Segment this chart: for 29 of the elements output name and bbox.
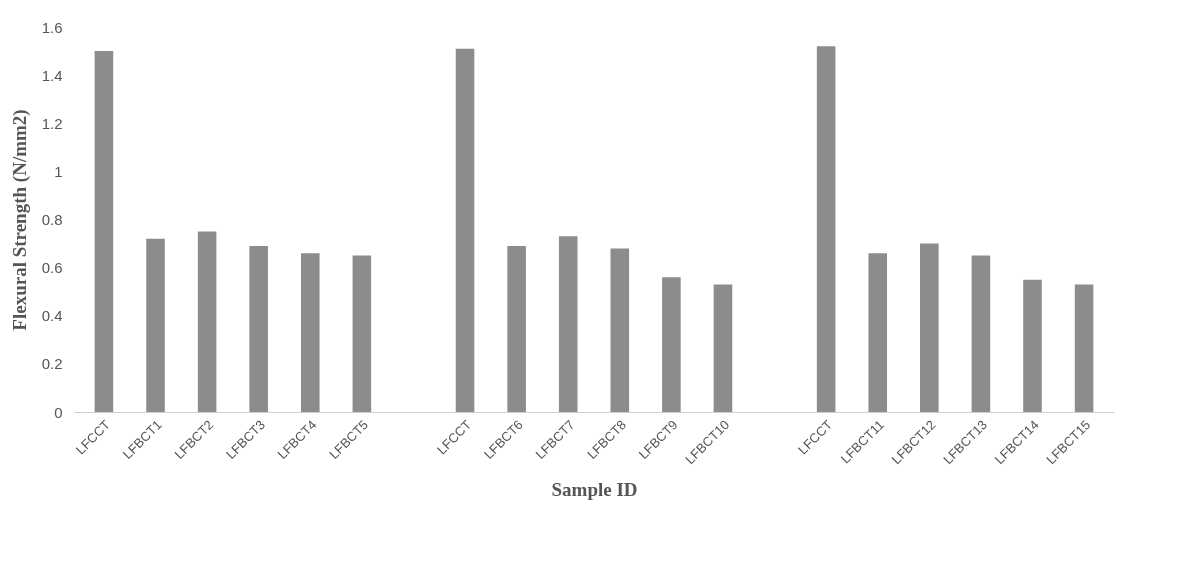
- bar: [1023, 279, 1042, 412]
- bar: [558, 236, 578, 412]
- bar: [868, 253, 888, 412]
- bar: [197, 231, 217, 412]
- y-tick-label: 0: [54, 403, 63, 421]
- bar: [455, 48, 475, 412]
- bar: [507, 245, 526, 412]
- y-tick-label: 1: [54, 162, 63, 180]
- y-tick-label: 1.6: [41, 18, 63, 36]
- y-tick-label: 1.2: [41, 114, 63, 132]
- y-tick-label: 1.4: [41, 66, 63, 84]
- bar: [300, 253, 320, 412]
- y-tick-label: 0.4: [41, 307, 63, 325]
- y-tick-label: 0.8: [41, 211, 63, 228]
- bar: [816, 46, 836, 412]
- bar: [249, 245, 268, 412]
- bar: [971, 255, 991, 412]
- bar: [610, 248, 630, 412]
- bar: [662, 277, 681, 412]
- y-axis-title: Flexural Strength (N/mm2): [8, 109, 31, 331]
- x-axis-title: Sample ID: [551, 479, 638, 501]
- bar: [352, 255, 372, 412]
- bar: [1074, 284, 1094, 412]
- bar: [94, 51, 114, 412]
- bar: [920, 243, 939, 412]
- bar: [713, 284, 733, 412]
- bar: [146, 238, 165, 412]
- y-tick-label: 0.6: [41, 259, 63, 277]
- y-tick-label: 0.2: [41, 355, 63, 373]
